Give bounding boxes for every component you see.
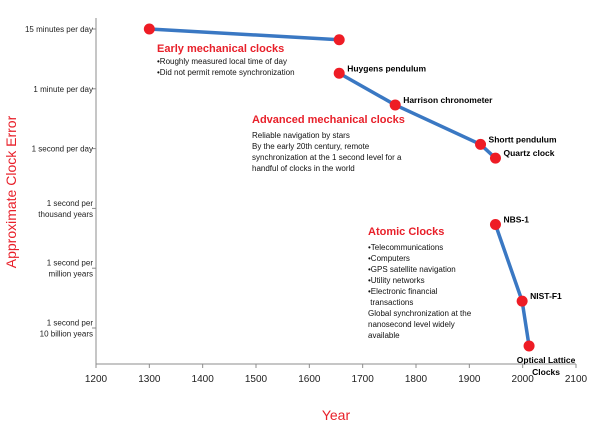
y-tick-label-line: 15 minutes per day <box>25 25 93 34</box>
y-tick-labels: 15 minutes per day 1 minute per day 1 seco… <box>25 25 93 339</box>
x-axis-title: Year <box>322 407 351 423</box>
x-tick-label: 1800 <box>405 374 428 385</box>
annotation-body-line: available <box>368 331 400 340</box>
x-tick-label: 1600 <box>298 374 321 385</box>
annotation-body-line: Reliable navigation by stars <box>252 131 350 140</box>
x-tick-label: 1500 <box>245 374 268 385</box>
annotations: Early mechanical clocks •Roughly measured… <box>157 43 472 340</box>
annotation-body-line: •Did not permit remote synchronization <box>157 68 295 77</box>
y-tick-label-line: thousand years <box>38 210 93 219</box>
y-tick-label: 15 minutes per day <box>25 25 93 34</box>
annotation-body-line: •Telecommunications <box>368 243 443 252</box>
point-label-line: Clocks <box>532 367 560 377</box>
data-point <box>389 99 401 111</box>
point-label: Quartz clock <box>503 148 554 158</box>
y-tick-label-line: 1 second per <box>47 319 94 328</box>
x-tick-label: 1400 <box>192 374 215 385</box>
y-tick-label: 1 second per million years <box>47 259 94 279</box>
y-tick-label-line: million years <box>49 270 93 279</box>
y-tick-label: 1 second per thousand years <box>38 199 93 219</box>
point-labels: Huygens pendulum Harrison chronometer Shor… <box>347 63 575 377</box>
annotation-body-line: •Computers <box>368 254 410 263</box>
y-axis-title: Approximate Clock Error <box>3 115 19 268</box>
y-tick-label: 1 second per 10 billion years <box>40 319 94 339</box>
annotation-body: •Roughly measured local time of day •Did … <box>157 57 295 77</box>
y-tick-label-line: 1 second per <box>47 199 94 208</box>
point-label: Optical Lattice Clocks <box>517 355 576 377</box>
point-label: Harrison chronometer <box>403 95 493 105</box>
y-tick-label-line: 1 second per day <box>32 145 93 154</box>
annotation-body-line: •GPS satellite navigation <box>368 265 456 274</box>
x-tick-label: 1700 <box>352 374 375 385</box>
x-tick-label: 1300 <box>138 374 161 385</box>
point-label: NBS-1 <box>503 215 529 225</box>
point-label: Huygens pendulum <box>347 63 426 73</box>
data-point <box>333 34 345 46</box>
annotation-body-line: transactions <box>368 298 413 307</box>
series-line <box>493 223 531 347</box>
x-tick-label: 2000 <box>512 374 535 385</box>
series-line <box>149 27 340 42</box>
annotation-title: Atomic Clocks <box>368 226 444 238</box>
annotation-title: Early mechanical clocks <box>157 43 284 55</box>
annotation-body: •Telecommunications •Computers •GPS satell… <box>368 243 472 340</box>
annotation-body-line: •Electronic financial <box>368 287 438 296</box>
annotation-body-line: synchronization at the 1 second level fo… <box>252 153 402 162</box>
y-tick-label: 1 minute per day <box>33 85 93 94</box>
annotation-body: Reliable navigation by stars By the early… <box>252 131 402 173</box>
data-point <box>475 138 487 150</box>
annotation-title: Advanced mechanical clocks <box>252 114 405 126</box>
data-points <box>143 23 535 352</box>
point-label: NIST-F1 <box>530 291 562 301</box>
data-point <box>333 67 345 79</box>
data-point <box>489 219 501 231</box>
series-line <box>338 71 497 160</box>
annotation-body-line: Global synchronization at the <box>368 309 472 318</box>
y-tick-label-line: 1 second per <box>47 259 94 268</box>
annotation-body-line: nanosecond level widely <box>368 320 455 329</box>
data-point <box>516 295 528 307</box>
annotation-body-line: handful of clocks in the world <box>252 164 355 173</box>
x-tick-label: 1900 <box>458 374 481 385</box>
x-tick-labels: 1200 1300 1400 1500 1600 1700 1800 1900 2000 2100 <box>85 374 588 385</box>
annotation-body-line: By the early 20th century, remote <box>252 142 370 151</box>
x-tick-label: 2100 <box>565 374 588 385</box>
point-label-line: Optical Lattice <box>517 355 576 365</box>
y-tick-label-line: 1 minute per day <box>33 85 93 94</box>
annotation-body-line: •Roughly measured local time of day <box>157 57 287 66</box>
y-tick-label: 1 second per day <box>32 145 93 154</box>
point-label: Shortt pendulum <box>489 134 557 144</box>
axes <box>92 18 577 368</box>
x-tick-label: 1200 <box>85 374 108 385</box>
y-tick-label-line: 10 billion years <box>40 330 93 339</box>
annotation-body-line: •Utility networks <box>368 276 425 285</box>
data-point <box>143 23 155 35</box>
data-point <box>523 340 535 352</box>
data-point <box>489 152 501 164</box>
